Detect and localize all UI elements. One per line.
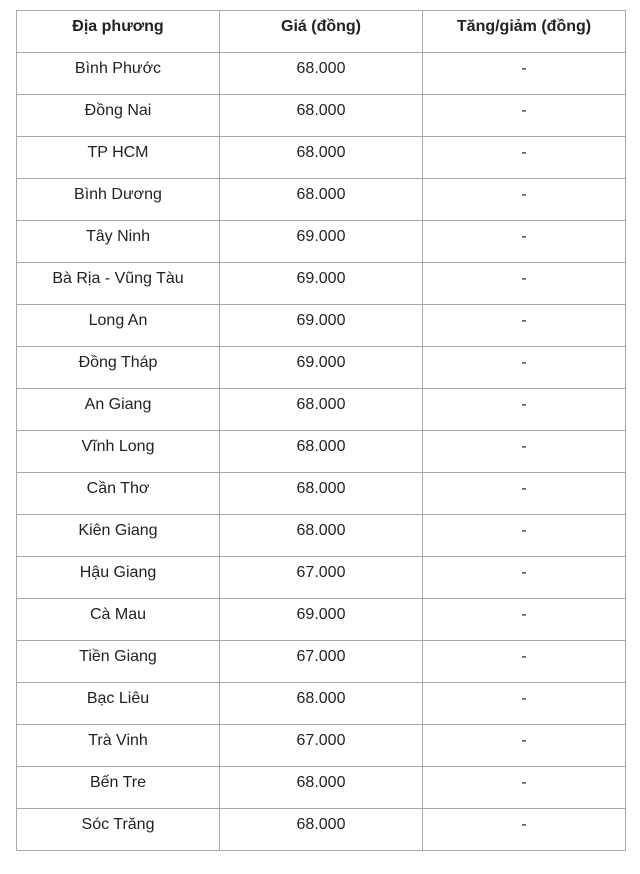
table-row: Cần Thơ 68.000-: [16, 472, 626, 515]
cell-price: 68.000: [219, 430, 423, 473]
table-row: Trà Vinh 67.000-: [16, 724, 626, 767]
cell-change: -: [422, 556, 626, 599]
cell-price: 67.000: [219, 556, 423, 599]
cell-price: 68.000: [219, 136, 423, 179]
cell-change: -: [422, 178, 626, 221]
table-row: Sóc Trăng 68.000-: [16, 808, 626, 851]
cell-change: -: [422, 388, 626, 431]
table-row: Bình Dương 68.000-: [16, 178, 626, 221]
cell-location: Bình Phước: [16, 52, 220, 95]
table-header-row: Địa phương Giá (đồng) Tăng/giảm (đồng): [16, 10, 626, 53]
cell-price: 68.000: [219, 514, 423, 557]
cell-change: -: [422, 304, 626, 347]
cell-price: 68.000: [219, 808, 423, 851]
cell-change: -: [422, 766, 626, 809]
cell-change: -: [422, 52, 626, 95]
cell-change: -: [422, 682, 626, 725]
cell-location: Hậu Giang: [16, 556, 220, 599]
cell-change: -: [422, 724, 626, 767]
cell-location: Bến Tre: [16, 766, 220, 809]
cell-location: TP HCM: [16, 136, 220, 179]
table-row: Kiên Giang 68.000-: [16, 514, 626, 557]
table-row: Tây Ninh 69.000-: [16, 220, 626, 263]
table-row: Bà Rịa - Vũng Tàu 69.000-: [16, 262, 626, 305]
table-row: Tiền Giang 67.000-: [16, 640, 626, 683]
table-body: Bình Phước 68.000- Đồng Nai 68.000- TP HCM 68…: [16, 52, 626, 851]
cell-location: Sóc Trăng: [16, 808, 220, 851]
cell-price: 69.000: [219, 304, 423, 347]
table-row: Bạc Liêu 68.000-: [16, 682, 626, 725]
cell-change: -: [422, 220, 626, 263]
cell-change: -: [422, 598, 626, 641]
cell-location: Kiên Giang: [16, 514, 220, 557]
cell-location: Tây Ninh: [16, 220, 220, 263]
table-row: Vĩnh Long 68.000-: [16, 430, 626, 473]
table-row: Đồng Tháp 69.000-: [16, 346, 626, 389]
cell-location: Bà Rịa - Vũng Tàu: [16, 262, 220, 305]
price-table: Địa phương Giá (đồng) Tăng/giảm (đồng) B…: [16, 10, 626, 851]
table-row: Hậu Giang 67.000-: [16, 556, 626, 599]
table-row: Đồng Nai 68.000-: [16, 94, 626, 137]
cell-price: 69.000: [219, 346, 423, 389]
cell-location: Đồng Nai: [16, 94, 220, 137]
cell-price: 68.000: [219, 52, 423, 95]
table-row: Bình Phước 68.000-: [16, 52, 626, 95]
cell-change: -: [422, 346, 626, 389]
cell-location: Bạc Liêu: [16, 682, 220, 725]
cell-change: -: [422, 640, 626, 683]
cell-price: 67.000: [219, 640, 423, 683]
header-location: Địa phương: [16, 10, 220, 53]
cell-location: An Giang: [16, 388, 220, 431]
cell-location: Cà Mau: [16, 598, 220, 641]
cell-price: 69.000: [219, 598, 423, 641]
cell-price: 68.000: [219, 94, 423, 137]
cell-location: Tiền Giang: [16, 640, 220, 683]
header-change: Tăng/giảm (đồng): [422, 10, 626, 53]
cell-location: Cần Thơ: [16, 472, 220, 515]
cell-price: 68.000: [219, 388, 423, 431]
cell-change: -: [422, 136, 626, 179]
cell-change: -: [422, 262, 626, 305]
cell-location: Đồng Tháp: [16, 346, 220, 389]
table-row: Bến Tre 68.000-: [16, 766, 626, 809]
table-row: TP HCM 68.000-: [16, 136, 626, 179]
table-row: An Giang 68.000-: [16, 388, 626, 431]
cell-price: 67.000: [219, 724, 423, 767]
cell-location: Trà Vinh: [16, 724, 220, 767]
cell-location: Bình Dương: [16, 178, 220, 221]
cell-price: 69.000: [219, 220, 423, 263]
table-row: Cà Mau 69.000-: [16, 598, 626, 641]
cell-change: -: [422, 472, 626, 515]
cell-price: 69.000: [219, 262, 423, 305]
cell-location: Long An: [16, 304, 220, 347]
header-price: Giá (đồng): [219, 10, 423, 53]
cell-price: 68.000: [219, 178, 423, 221]
cell-price: 68.000: [219, 472, 423, 515]
cell-change: -: [422, 514, 626, 557]
table-row: Long An 69.000-: [16, 304, 626, 347]
cell-price: 68.000: [219, 682, 423, 725]
cell-change: -: [422, 430, 626, 473]
cell-change: -: [422, 808, 626, 851]
cell-location: Vĩnh Long: [16, 430, 220, 473]
cell-change: -: [422, 94, 626, 137]
cell-price: 68.000: [219, 766, 423, 809]
